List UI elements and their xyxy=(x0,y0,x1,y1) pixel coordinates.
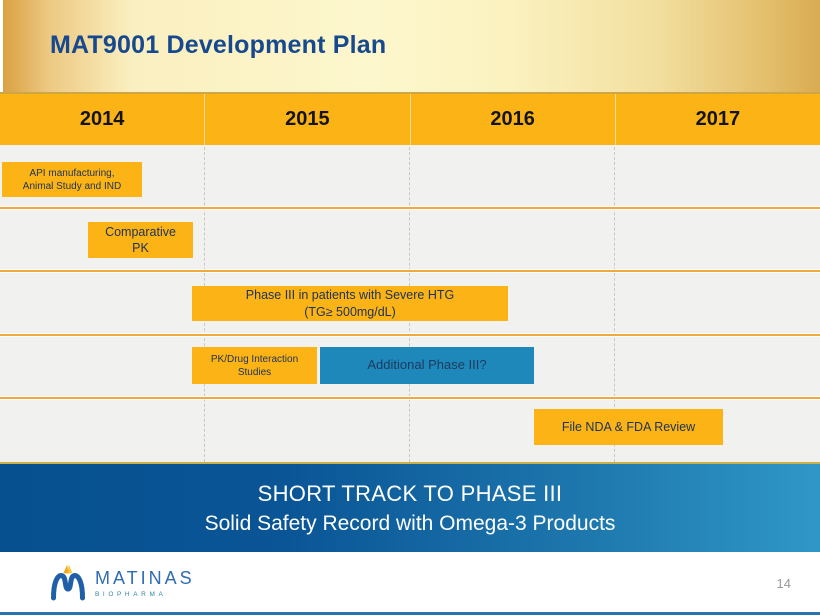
gantt-bar-pk-drug-interaction: PK/Drug Interaction Studies xyxy=(192,347,317,384)
row-separator xyxy=(0,334,820,336)
year-column-2014: 2014 xyxy=(79,108,125,130)
year-column-2017: 2017 xyxy=(614,94,820,145)
row-separator xyxy=(0,207,820,209)
title-banner: MAT9001 Development Plan xyxy=(0,0,820,92)
bar-label: Animal Study and IND xyxy=(22,180,122,192)
banner-subline: Solid Safety Record with Omega-3 Product… xyxy=(204,511,616,535)
bar-label: Phase III in patients with Severe HTG xyxy=(245,288,455,303)
gantt-bar-api-manufacturing: API manufacturing, Animal Study and IND xyxy=(2,162,142,197)
matinas-m-icon xyxy=(51,564,85,601)
bar-label: Studies xyxy=(237,366,272,378)
gridline-2017 xyxy=(614,147,615,462)
bar-label: API manufacturing, xyxy=(29,167,115,179)
logo-name: MATINAS xyxy=(95,568,195,588)
footer: MATINAS BIOPHARMA 14 xyxy=(0,552,820,612)
year-header-row: 2014 2015 2016 2017 xyxy=(0,92,820,145)
gantt-bar-comparative-pk: Comparative PK xyxy=(88,222,193,258)
bar-label: Additional Phase III? xyxy=(367,357,487,373)
page-title: MAT9001 Development Plan xyxy=(50,31,387,59)
banner-headline: SHORT TRACK TO PHASE III xyxy=(257,480,563,506)
row-separator xyxy=(0,270,820,272)
gantt-bar-additional-phase3: Additional Phase III? xyxy=(320,347,534,384)
matinas-logo-words: MATINAS BIOPHARMA xyxy=(95,568,195,598)
bar-label: PK/Drug Interaction xyxy=(210,353,299,365)
bar-label: Comparative xyxy=(105,224,176,239)
message-banner: SHORT TRACK TO PHASE III Solid Safety Re… xyxy=(0,462,820,552)
year-column-2015: 2015 xyxy=(204,94,409,145)
bar-label: File NDA & FDA Review xyxy=(561,419,696,434)
bottom-accent-strip xyxy=(0,612,820,615)
bar-label: (TG≥ 500mg/dL) xyxy=(304,304,396,319)
bar-label: PK xyxy=(132,241,149,255)
gantt-bar-phase3-severe-htg: Phase III in patients with Severe HTG (T… xyxy=(192,286,508,321)
logo-subname: BIOPHARMA xyxy=(95,591,167,598)
year-column-2016: 2016 xyxy=(409,94,615,145)
matinas-logo: MATINAS BIOPHARMA xyxy=(48,563,195,603)
gantt-bar-file-nda-fda-review: File NDA & FDA Review xyxy=(534,409,723,445)
gantt-timeline: API manufacturing, Animal Study and IND … xyxy=(0,145,820,462)
page-number: 14 xyxy=(776,576,791,591)
row-separator xyxy=(0,397,820,399)
